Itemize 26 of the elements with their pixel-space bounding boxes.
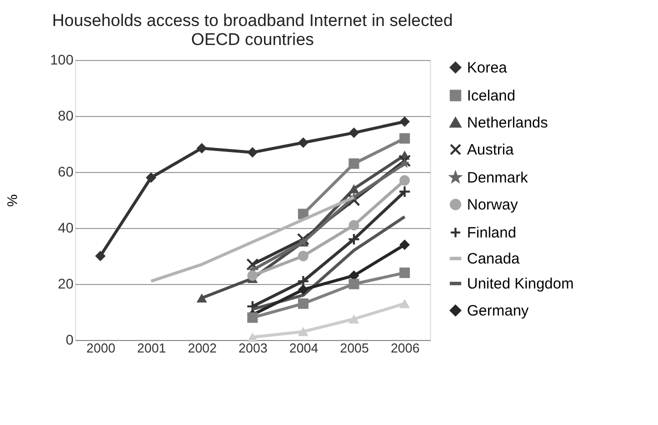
legend-label: United Kingdom	[467, 276, 574, 292]
legend-label: Korea	[467, 60, 508, 76]
y-tick-label: 40	[58, 220, 74, 236]
text: Households access to broadband Internet in selected	[52, 11, 453, 30]
y-tick-label: 80	[58, 108, 74, 124]
legend-label: Iceland	[467, 88, 516, 104]
x-tick-label: 2001	[137, 340, 166, 356]
legend-label: Netherlands	[467, 114, 548, 132]
legend-label: Canada	[467, 250, 520, 268]
text: OECD countries	[191, 30, 314, 49]
y-tick-label: 20	[58, 276, 74, 292]
legend-label: Denmark	[467, 170, 528, 186]
x-tick-label: 2006	[390, 340, 420, 356]
x-tick-label: 2005	[340, 340, 369, 356]
y-tick-label: 60	[58, 164, 74, 180]
x-tick-label: 2003	[238, 340, 268, 356]
y-tick-label: 0	[66, 332, 74, 348]
legend-label: Norway	[467, 196, 518, 214]
y-axis-title: %	[4, 194, 20, 207]
legend-label: Germany	[467, 302, 530, 320]
x-tick-label: 2000	[86, 340, 116, 356]
x-tick-label: 2004	[289, 340, 318, 356]
x-tick-label: 2002	[188, 340, 217, 356]
y-tick-label: 100	[50, 52, 74, 68]
legend-label: Austria	[467, 142, 514, 158]
legend-label: Finland	[467, 224, 516, 242]
